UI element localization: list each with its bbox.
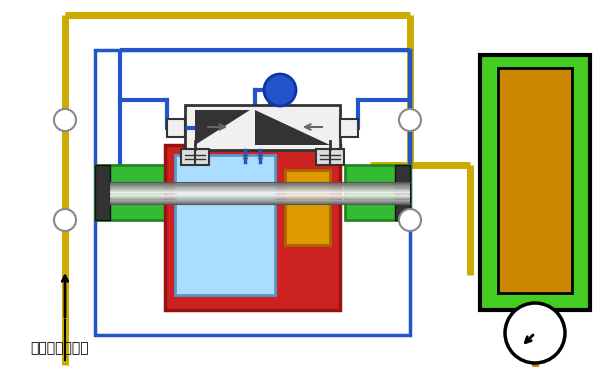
Bar bbox=[175, 155, 275, 295]
Bar bbox=[395, 165, 410, 220]
Bar bbox=[95, 50, 410, 335]
Bar bbox=[181, 149, 209, 165]
Bar bbox=[167, 119, 185, 137]
Bar bbox=[316, 149, 344, 165]
Bar bbox=[95, 165, 110, 220]
Bar bbox=[498, 68, 572, 293]
Polygon shape bbox=[195, 110, 250, 145]
Text: 需增压气体入口: 需增压气体入口 bbox=[30, 341, 89, 355]
Bar bbox=[285, 170, 330, 245]
Polygon shape bbox=[255, 110, 330, 145]
Bar bbox=[345, 165, 410, 220]
Circle shape bbox=[264, 74, 296, 106]
Circle shape bbox=[54, 209, 76, 231]
Bar bbox=[480, 55, 590, 310]
Circle shape bbox=[399, 109, 421, 131]
Bar bbox=[165, 145, 340, 310]
Bar bbox=[95, 165, 180, 220]
Circle shape bbox=[54, 109, 76, 131]
Circle shape bbox=[505, 303, 565, 363]
Bar bbox=[185, 105, 340, 150]
Bar bbox=[340, 119, 358, 137]
Circle shape bbox=[399, 209, 421, 231]
